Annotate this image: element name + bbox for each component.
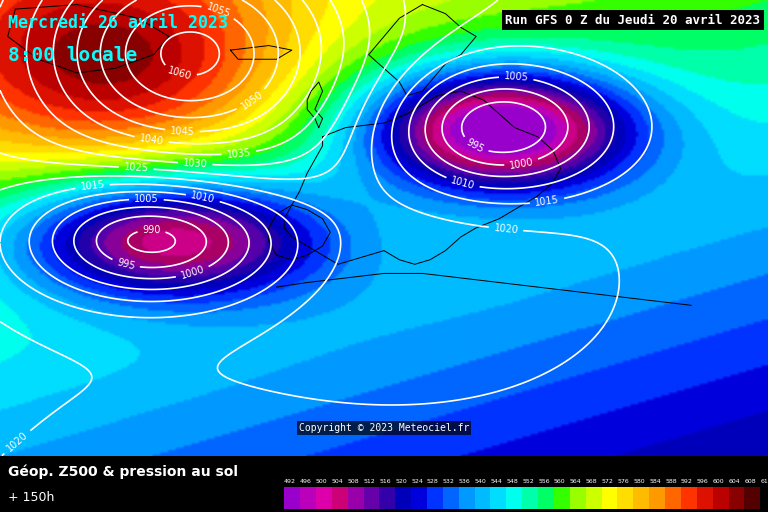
Text: 1010: 1010	[449, 175, 476, 191]
Text: 528: 528	[427, 479, 439, 484]
Bar	[284, 486, 300, 509]
Bar	[458, 486, 475, 509]
Text: 508: 508	[348, 479, 359, 484]
Bar	[522, 486, 538, 509]
Text: 520: 520	[396, 479, 407, 484]
Text: 608: 608	[744, 479, 756, 484]
Text: 8:00 locale: 8:00 locale	[8, 46, 137, 65]
Bar	[744, 486, 760, 509]
Bar	[443, 486, 458, 509]
Text: 995: 995	[116, 257, 136, 271]
Bar	[634, 486, 649, 509]
Bar	[396, 486, 411, 509]
Text: 1025: 1025	[124, 162, 149, 174]
Text: 1000: 1000	[180, 265, 206, 282]
Text: 568: 568	[586, 479, 598, 484]
Bar	[411, 486, 427, 509]
Text: 572: 572	[601, 479, 614, 484]
Text: 1015: 1015	[80, 180, 105, 193]
Bar	[300, 486, 316, 509]
Text: 552: 552	[522, 479, 534, 484]
Text: 540: 540	[475, 479, 486, 484]
Text: 995: 995	[465, 137, 485, 155]
Text: 548: 548	[506, 479, 518, 484]
Bar	[649, 486, 665, 509]
Bar	[601, 486, 617, 509]
Text: 990: 990	[142, 225, 161, 235]
Text: 588: 588	[665, 479, 677, 484]
Text: 1020: 1020	[493, 223, 518, 236]
Bar	[506, 486, 522, 509]
Text: 1050: 1050	[239, 89, 265, 112]
Bar	[729, 486, 744, 509]
Text: Mercredi 26 avril 2023: Mercredi 26 avril 2023	[8, 14, 227, 32]
Text: 1015: 1015	[535, 195, 560, 208]
Text: 1040: 1040	[139, 133, 164, 147]
Bar	[379, 486, 396, 509]
Bar	[538, 486, 554, 509]
Text: 1055: 1055	[205, 2, 232, 20]
Bar	[665, 486, 681, 509]
Bar	[713, 486, 729, 509]
Text: + 150h: + 150h	[8, 490, 54, 504]
Text: 584: 584	[649, 479, 661, 484]
Text: 596: 596	[697, 479, 709, 484]
Text: 496: 496	[300, 479, 312, 484]
Text: 500: 500	[316, 479, 327, 484]
Text: 560: 560	[554, 479, 565, 484]
Text: 612: 612	[760, 479, 768, 484]
Bar	[332, 486, 348, 509]
Bar	[697, 486, 713, 509]
Text: 536: 536	[458, 479, 471, 484]
Text: 516: 516	[379, 479, 391, 484]
Text: 1020: 1020	[5, 430, 30, 454]
Bar	[570, 486, 586, 509]
Text: 524: 524	[411, 479, 423, 484]
Text: 544: 544	[491, 479, 502, 484]
Text: 604: 604	[729, 479, 740, 484]
Text: 512: 512	[363, 479, 376, 484]
Text: 576: 576	[617, 479, 629, 484]
Text: 1035: 1035	[226, 147, 252, 160]
Text: 580: 580	[634, 479, 645, 484]
Bar	[427, 486, 443, 509]
Text: 492: 492	[284, 479, 296, 484]
Text: 532: 532	[443, 479, 455, 484]
Bar	[617, 486, 634, 509]
Bar	[475, 486, 491, 509]
Text: 556: 556	[538, 479, 550, 484]
Text: 1045: 1045	[170, 125, 195, 137]
Bar	[316, 486, 332, 509]
Text: Géop. Z500 & pression au sol: Géop. Z500 & pression au sol	[8, 464, 237, 479]
Text: 1010: 1010	[190, 190, 216, 205]
Bar	[681, 486, 697, 509]
Text: 592: 592	[681, 479, 693, 484]
Text: 504: 504	[332, 479, 343, 484]
Text: 1005: 1005	[504, 72, 529, 83]
Text: Run GFS 0 Z du Jeudi 20 avril 2023: Run GFS 0 Z du Jeudi 20 avril 2023	[505, 14, 760, 27]
Bar	[363, 486, 379, 509]
Bar	[348, 486, 363, 509]
Text: 1030: 1030	[183, 158, 207, 169]
Bar	[586, 486, 601, 509]
Text: 1000: 1000	[508, 157, 535, 170]
Text: 564: 564	[570, 479, 581, 484]
Bar	[491, 486, 506, 509]
Bar	[554, 486, 570, 509]
Text: 600: 600	[713, 479, 724, 484]
Text: 1060: 1060	[167, 66, 193, 82]
Text: 1005: 1005	[134, 194, 159, 204]
Text: Copyright © 2023 Meteociel.fr: Copyright © 2023 Meteociel.fr	[299, 423, 469, 433]
